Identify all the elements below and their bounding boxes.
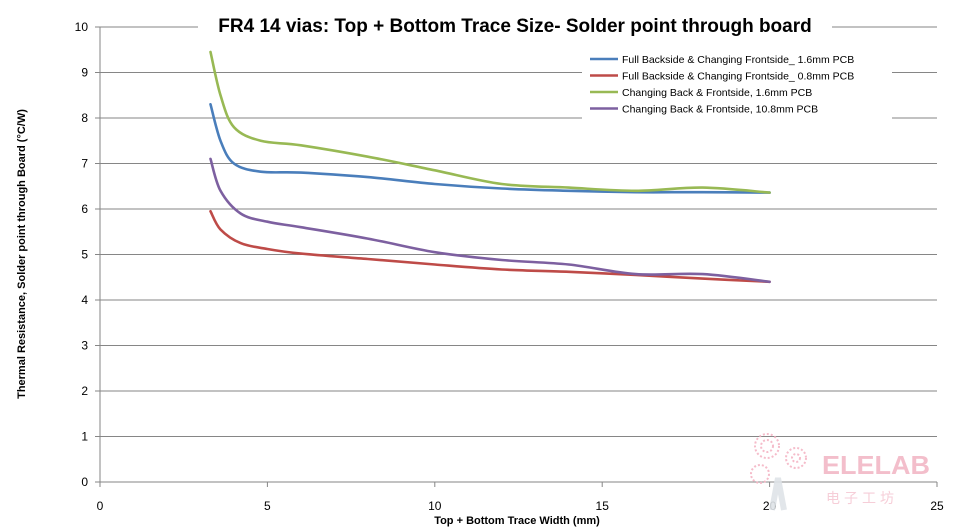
watermark-subtitle: 电子工坊: [826, 491, 898, 507]
legend-label: Full Backside & Changing Frontside_ 1.6m…: [622, 54, 854, 66]
y-tick-label: 10: [75, 20, 89, 34]
x-tick-labels: 0 5 10 15 20 25: [97, 499, 944, 513]
series-line-4: [209, 157, 771, 284]
x-tick-label: 25: [930, 499, 944, 513]
flower-logo-icon: [750, 433, 807, 511]
axes: [99, 27, 937, 483]
legend-background: [582, 44, 892, 122]
legend: Full Backside & Changing Frontside_ 1.6m…: [590, 54, 854, 116]
y-tick-label: 2: [81, 384, 88, 398]
x-tick-label: 10: [428, 499, 442, 513]
x-tick-label: 5: [264, 499, 271, 513]
watermark-brand: ELELAB: [822, 450, 930, 480]
chart-title: FR4 14 vias: Top + Bottom Trace Size- So…: [218, 16, 811, 37]
series-line-2: [209, 210, 771, 284]
elelab-watermark: ELELAB 电子工坊: [750, 433, 930, 511]
x-axis-title: Top + Bottom Trace Width (mm): [434, 515, 600, 527]
series-line-3: [209, 50, 771, 194]
y-tick-label: 4: [81, 293, 88, 307]
y-tick-label: 9: [81, 66, 88, 80]
y-tick-labels: 0 1 2 3 4 5 6 7 8 9 10: [75, 20, 89, 489]
y-tick-label: 1: [81, 430, 88, 444]
gridlines: [95, 26, 938, 487]
legend-label: Full Backside & Changing Frontside_ 0.8m…: [622, 71, 854, 83]
y-tick-label: 0: [81, 475, 88, 489]
y-axis-title: Thermal Resistance, Solder point through…: [16, 109, 28, 399]
series-lines: [209, 50, 771, 284]
chart-title-background: [198, 12, 832, 38]
y-tick-label: 7: [81, 157, 88, 171]
x-tick-label: 15: [596, 499, 610, 513]
legend-label: Changing Back & Frontside, 1.6mm PCB: [622, 87, 812, 99]
y-tick-label: 8: [81, 111, 88, 125]
y-tick-label: 5: [81, 248, 88, 262]
y-tick-label: 3: [81, 339, 88, 353]
series-line-1: [209, 103, 771, 194]
x-tick-label: 0: [97, 499, 104, 513]
y-tick-label: 6: [81, 202, 88, 216]
legend-label: Changing Back & Frontside, 10.8mm PCB: [622, 104, 818, 116]
